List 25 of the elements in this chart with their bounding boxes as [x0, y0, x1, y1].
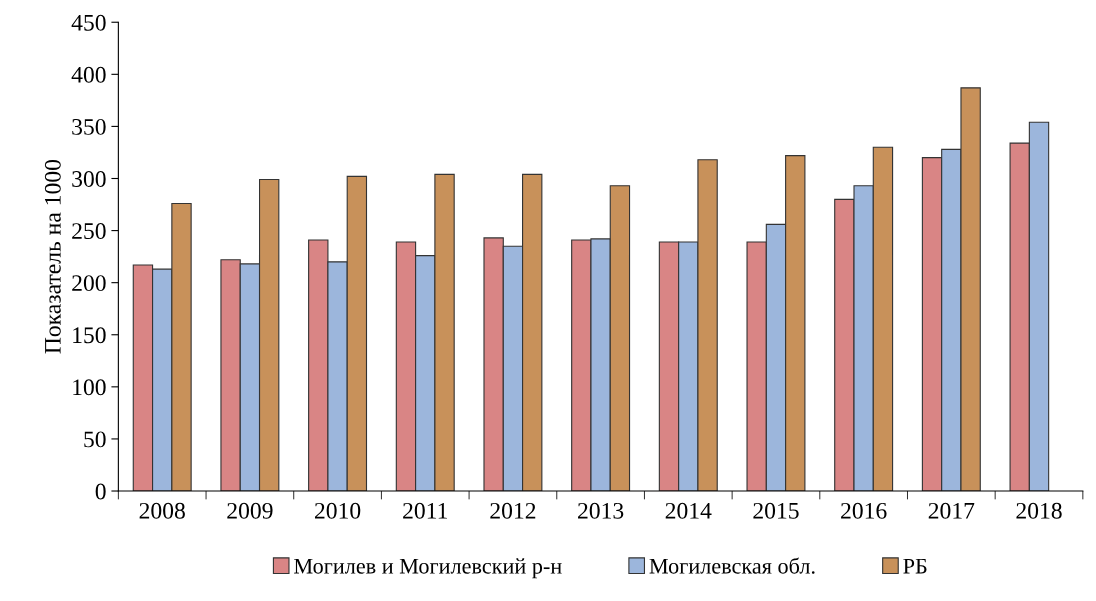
x-tick-label: 2010	[314, 502, 361, 519]
x-tick-label: 2011	[403, 502, 447, 519]
y-tick-label: 300	[72, 170, 106, 187]
y-tick-label: 150	[73, 327, 106, 344]
y-tick-label: 200	[72, 275, 106, 292]
x-tick-label: 2013	[578, 502, 624, 519]
legend-label: РБ	[903, 558, 927, 574]
y-tick-label: 0	[95, 483, 106, 500]
legend-label: Могилев и Могилевский р-н	[294, 558, 562, 579]
y-tick-label: 100	[73, 379, 106, 396]
y-tick-label: 350	[72, 118, 106, 135]
x-tick-label: 2009	[227, 502, 273, 519]
x-tick-label: 2015	[753, 502, 799, 519]
x-tick-label: 2008	[139, 502, 185, 519]
y-axis-title: Показатель на 1000	[44, 159, 61, 354]
y-tick-label: 450	[71, 14, 106, 31]
y-tick-label: 400	[71, 66, 106, 83]
y-tick-label: 50	[84, 431, 106, 448]
x-tick-label: 2016	[841, 502, 887, 519]
y-tick-label: 250	[72, 223, 106, 240]
x-tick-label: 2014	[665, 502, 712, 519]
x-tick-label: 2012	[490, 502, 536, 519]
x-tick-label: 2017	[928, 502, 975, 519]
legend-label: Могилевская обл.	[649, 557, 815, 574]
x-tick-label: 2018	[1016, 502, 1062, 519]
